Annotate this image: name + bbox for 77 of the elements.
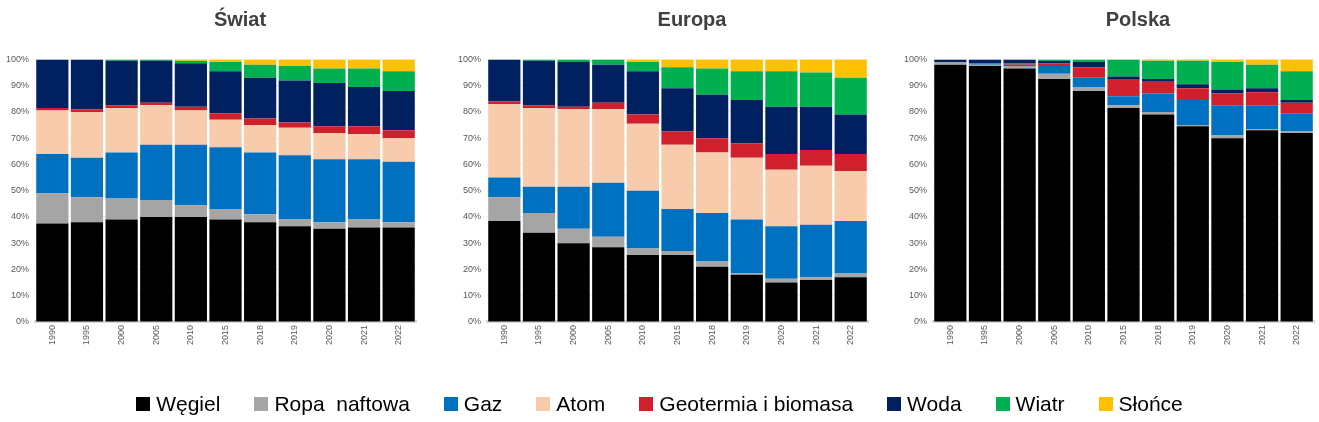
y-tick-label: 40% xyxy=(11,211,30,222)
x-tick-label: 2019 xyxy=(289,324,300,346)
y-tick-label: 10% xyxy=(463,290,482,301)
y-tick-label: 40% xyxy=(463,211,482,222)
chart-title: Polska xyxy=(1104,8,1172,31)
x-tick-label: 2021 xyxy=(358,324,369,346)
legend-label: Słońce xyxy=(1118,392,1183,416)
y-tick-label: 60% xyxy=(463,158,482,169)
x-tick-label: 2000 xyxy=(568,324,579,346)
y-tick-label: 80% xyxy=(11,106,30,117)
x-tick-label: 2018 xyxy=(254,324,265,346)
x-tick-label: 2015 xyxy=(219,324,230,346)
y-tick-label: 90% xyxy=(909,80,928,91)
x-tick-label: 2010 xyxy=(637,324,648,346)
y-tick-label: 10% xyxy=(909,290,928,301)
x-tick-label: 2015 xyxy=(671,324,682,346)
legend-label: Woda xyxy=(907,392,962,416)
y-tick-label: 90% xyxy=(11,80,30,91)
legend-label: Gaz xyxy=(463,392,503,416)
y-tick-label: 60% xyxy=(11,158,30,169)
x-tick-label: 2022 xyxy=(845,324,856,346)
y-tick-label: 20% xyxy=(463,263,482,274)
y-tick-label: 30% xyxy=(11,237,30,248)
x-tick-label: 2005 xyxy=(1048,324,1059,346)
x-tick-label: 2005 xyxy=(602,324,613,346)
x-tick-label: 1995 xyxy=(979,324,990,346)
x-tick-label: 2021 xyxy=(810,324,821,346)
x-tick-label: 1995 xyxy=(533,324,544,346)
x-tick-label: 2019 xyxy=(741,324,752,346)
x-tick-label: 2000 xyxy=(116,324,127,346)
y-tick-label: 30% xyxy=(463,237,482,248)
y-tick-label: 20% xyxy=(909,263,928,274)
x-tick-label: 1995 xyxy=(81,324,92,346)
x-tick-label: 2020 xyxy=(323,324,334,346)
x-tick-label: 2010 xyxy=(1083,324,1094,346)
legend-label: Geotermia i biomasa xyxy=(659,392,854,416)
x-tick-label: 1990 xyxy=(46,324,57,346)
y-tick-label: 70% xyxy=(11,132,30,143)
x-tick-label: 1990 xyxy=(944,324,955,346)
legend-label: Ropa naftowa xyxy=(274,392,410,416)
x-tick-label: 2010 xyxy=(185,324,196,346)
y-tick-label: 80% xyxy=(463,106,482,117)
y-tick-label: 100% xyxy=(5,53,30,64)
x-tick-label: 2022 xyxy=(1291,324,1302,346)
x-tick-label: 2019 xyxy=(1187,324,1198,346)
x-tick-label: 2018 xyxy=(1152,324,1163,346)
y-tick-label: 0% xyxy=(914,316,928,327)
chart-title: Świat xyxy=(212,8,268,31)
y-tick-label: 60% xyxy=(909,158,928,169)
y-tick-label: 30% xyxy=(909,237,928,248)
y-tick-label: 100% xyxy=(903,53,928,64)
y-tick-label: 20% xyxy=(11,263,30,274)
y-tick-label: 90% xyxy=(463,80,482,91)
x-tick-label: 1990 xyxy=(498,324,509,346)
y-tick-label: 40% xyxy=(909,211,928,222)
chart-title: Europa xyxy=(656,8,728,31)
x-tick-label: 2022 xyxy=(393,324,404,346)
legend-label: Atom xyxy=(556,392,606,416)
x-tick-label: 2005 xyxy=(150,324,161,346)
x-tick-label: 2020 xyxy=(775,324,786,346)
x-tick-label: 2018 xyxy=(706,324,717,346)
x-tick-label: 2020 xyxy=(1221,324,1232,346)
y-tick-label: 0% xyxy=(468,316,482,327)
y-tick-label: 50% xyxy=(11,185,30,196)
y-tick-label: 80% xyxy=(909,106,928,117)
y-tick-label: 10% xyxy=(11,290,30,301)
x-tick-label: 2021 xyxy=(1256,324,1267,346)
y-tick-label: 0% xyxy=(16,316,30,327)
y-tick-label: 70% xyxy=(463,132,482,143)
y-tick-label: 100% xyxy=(457,53,482,64)
legend-label: Wiatr xyxy=(1015,392,1065,416)
x-tick-label: 2015 xyxy=(1117,324,1128,346)
y-tick-label: 50% xyxy=(909,185,928,196)
y-tick-label: 70% xyxy=(909,132,928,143)
legend-label: Węgiel xyxy=(156,392,221,416)
x-tick-label: 2000 xyxy=(1014,324,1025,346)
y-tick-label: 50% xyxy=(463,185,482,196)
